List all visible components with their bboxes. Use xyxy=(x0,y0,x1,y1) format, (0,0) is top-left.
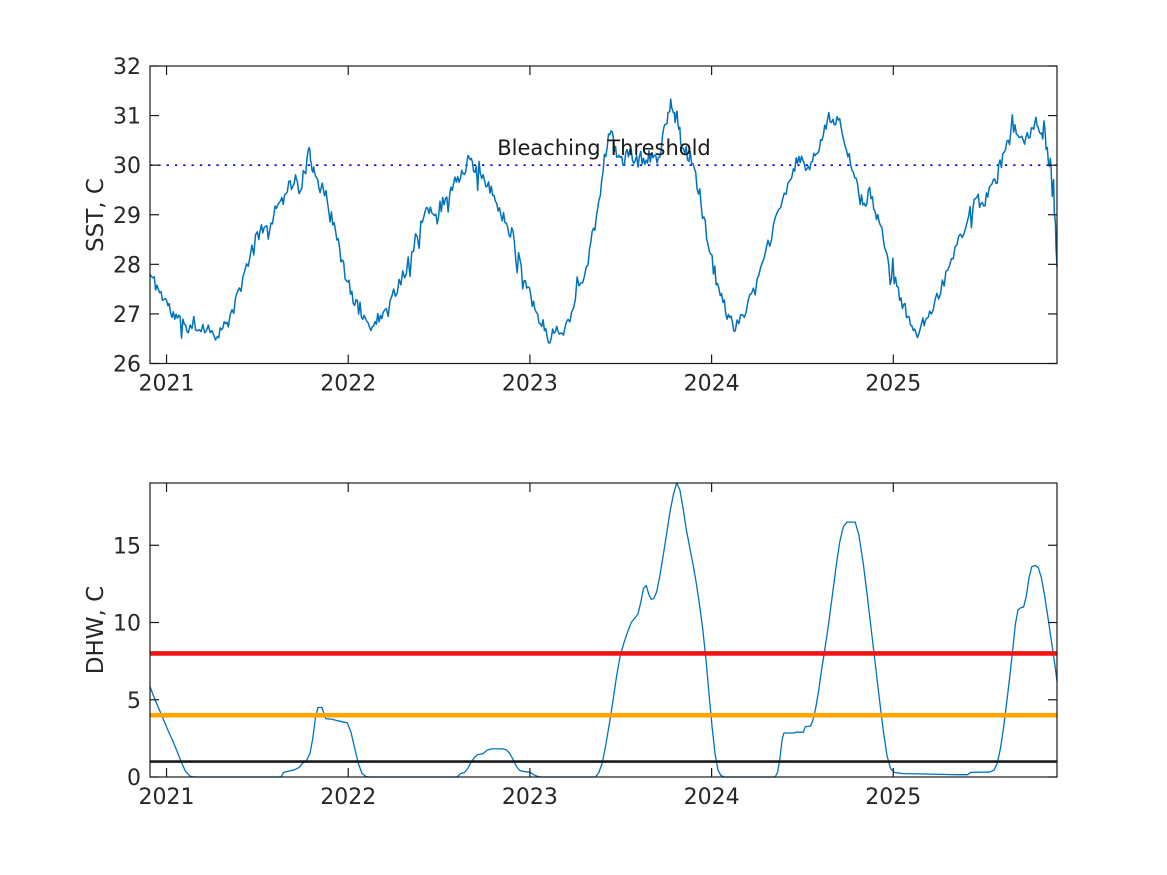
x-tick-label: 2025 xyxy=(865,372,921,397)
y-tick-label: 29 xyxy=(113,204,141,229)
y-tick-label: 15 xyxy=(113,534,141,559)
y-tick-label: 27 xyxy=(113,303,141,328)
sst-y-axis-label: SST, C xyxy=(83,178,109,252)
x-tick-label: 2024 xyxy=(684,785,740,810)
x-tick-label: 2023 xyxy=(502,785,558,810)
bleaching-threshold-annotation: Bleaching Threshold xyxy=(497,136,711,160)
y-tick-label: 31 xyxy=(113,105,141,130)
series-sst-daily xyxy=(149,98,1058,344)
y-tick-label: 5 xyxy=(127,689,141,714)
y-tick-label: 10 xyxy=(113,612,141,637)
y-tick-label: 30 xyxy=(113,154,141,179)
x-tick-label: 2022 xyxy=(320,372,376,397)
axes-box xyxy=(149,482,1058,778)
y-tick-label: 26 xyxy=(113,353,141,378)
sst-subplot: 2021 2022 2023 2024 2025 26 27 28 29 30 31 32 xyxy=(113,55,1058,397)
x-tick-label: 2023 xyxy=(502,372,558,397)
x-tick-label: 2021 xyxy=(139,372,195,397)
x-tick-label: 2022 xyxy=(320,785,376,810)
x-tick-label: 2024 xyxy=(684,372,740,397)
y-tick-label: 28 xyxy=(113,253,141,278)
y-tick-label: 0 xyxy=(127,766,141,791)
dhw-y-axis-label: DHW, C xyxy=(83,586,109,674)
x-tick-label: 2021 xyxy=(139,785,195,810)
x-tick-label: 2025 xyxy=(865,785,921,810)
series-dhw xyxy=(149,482,1058,778)
y-tick-label: 32 xyxy=(113,55,141,80)
dhw-subplot: 2021 2022 2023 2024 2025 0 5 10 15 xyxy=(113,482,1058,810)
